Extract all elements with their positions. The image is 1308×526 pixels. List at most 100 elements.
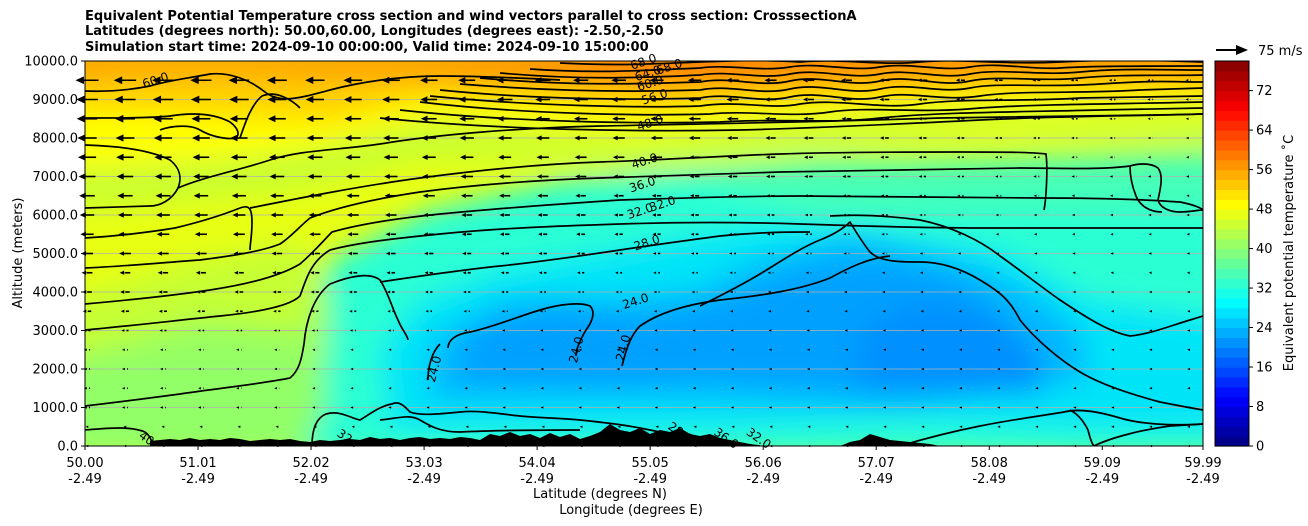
wind-vector	[995, 232, 999, 236]
wind-vector	[879, 116, 890, 121]
x-tick-label-lat: 50.00	[66, 456, 103, 471]
wind-vector	[805, 271, 812, 275]
wind-vector	[1034, 309, 1038, 313]
wind-vector	[387, 309, 395, 313]
contour-label: 24.0	[613, 333, 633, 362]
wind-vector	[958, 290, 962, 294]
wind-vector	[386, 251, 396, 256]
wind-vector	[500, 251, 510, 256]
wind-vector	[539, 309, 546, 313]
wind-vector	[616, 367, 620, 371]
wind-vector	[578, 386, 582, 390]
wind-vector	[1110, 252, 1114, 255]
colorbar-tick-label: 24	[1256, 321, 1273, 336]
wind-vector	[842, 174, 851, 179]
wind-vector	[462, 271, 471, 275]
wind-vector	[1035, 386, 1039, 390]
wind-vector	[805, 232, 812, 236]
wind-vector	[611, 77, 626, 84]
wind-vector	[574, 154, 587, 160]
wind-vector	[654, 348, 658, 352]
wind-vector	[692, 348, 696, 352]
wind-vector	[573, 116, 588, 122]
wind-vector	[229, 95, 249, 104]
wind-vector	[1035, 425, 1039, 429]
y-tick-label: 4000.0	[33, 286, 79, 301]
wind-vector	[235, 329, 243, 332]
wind-vector	[389, 425, 393, 429]
wind-vector	[192, 153, 210, 161]
colorbar-swatch	[1215, 228, 1249, 240]
wind-vector	[1187, 290, 1190, 294]
wind-vector	[347, 251, 358, 256]
wind-vector	[1073, 406, 1077, 409]
wind-vector	[880, 155, 889, 159]
wind-vector	[1111, 329, 1115, 332]
wind-vector	[1034, 290, 1038, 294]
wind-vector	[426, 406, 430, 409]
wind-vector	[727, 174, 738, 179]
wind-vector	[237, 425, 241, 429]
wind-vector	[231, 193, 246, 199]
wind-vector	[343, 96, 362, 103]
wind-vector	[117, 192, 133, 199]
wind-vector	[198, 386, 204, 390]
wind-vector	[234, 290, 244, 294]
wind-vector	[654, 367, 658, 371]
wind-vector	[957, 252, 961, 255]
wind-vector	[538, 251, 547, 256]
wind-vector	[271, 251, 283, 256]
wind-vector	[348, 290, 357, 294]
wind-vector	[274, 367, 280, 371]
wind-vector	[460, 193, 473, 199]
wind-vector	[959, 348, 962, 352]
wind-vector	[803, 116, 814, 121]
colorbar-swatch	[1215, 179, 1249, 190]
wind-vector	[198, 367, 204, 371]
wind-vector	[804, 174, 813, 179]
wind-vector	[573, 96, 588, 103]
wind-vector	[500, 271, 509, 275]
wind-vector	[419, 76, 438, 84]
wind-vector	[692, 309, 695, 313]
wind-vector	[497, 135, 512, 141]
wind-vector	[194, 231, 208, 237]
wind-vector	[689, 155, 700, 160]
wind-vector	[1033, 175, 1040, 178]
colorbar-swatch	[1215, 209, 1249, 220]
wind-vector	[308, 193, 322, 199]
wind-vector	[841, 136, 852, 140]
wind-vector	[502, 406, 506, 409]
wind-vector	[690, 232, 699, 236]
wind-vector	[1187, 329, 1191, 332]
wind-vector	[806, 386, 810, 390]
wind-vector	[274, 348, 280, 352]
colorbar-swatch	[1215, 347, 1249, 358]
wind-vector	[388, 348, 392, 352]
wind-vector	[613, 174, 624, 179]
wind-vector	[1148, 194, 1151, 198]
wind-vector	[155, 192, 171, 199]
wind-vector	[767, 252, 774, 255]
wind-vector	[464, 348, 468, 352]
wind-vector	[1185, 98, 1191, 101]
wind-vector	[882, 329, 886, 332]
wind-vector	[464, 329, 470, 332]
wind-vector	[459, 135, 474, 141]
wind-vector	[197, 329, 205, 332]
wind-vector	[767, 232, 775, 236]
wind-vector	[612, 155, 625, 160]
wind-vector	[498, 174, 511, 179]
contour-line	[399, 107, 1203, 124]
wind-vector	[114, 114, 135, 123]
wind-vector	[268, 134, 286, 142]
wind-vector	[615, 309, 622, 313]
colorbar-tick-label: 32	[1256, 282, 1273, 297]
wind-vector	[462, 251, 472, 256]
wind-vector	[692, 406, 696, 409]
wind-vector	[575, 174, 587, 179]
wind-vector	[575, 213, 586, 217]
wind-vector	[153, 114, 173, 123]
contour-line	[829, 214, 1203, 337]
wind-vector	[275, 425, 279, 429]
